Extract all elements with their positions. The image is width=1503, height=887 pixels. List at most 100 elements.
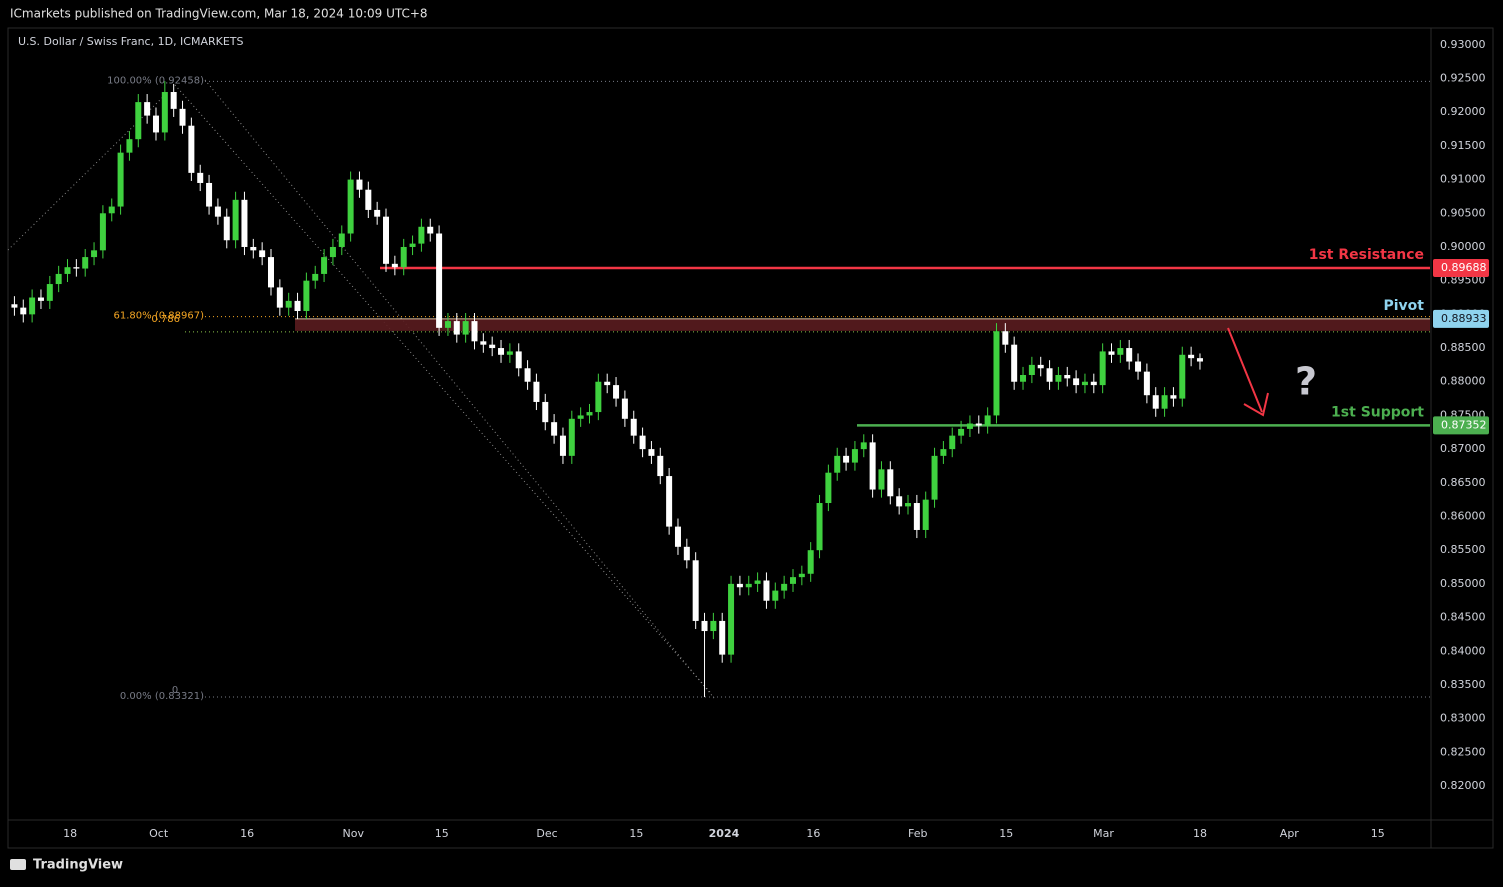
candle-body xyxy=(37,297,44,301)
candle-body xyxy=(905,503,912,507)
fib-label: 61.80% (0.88967) xyxy=(114,311,205,322)
candle-body xyxy=(745,583,752,588)
candle-body xyxy=(524,368,531,382)
candle-body xyxy=(701,620,708,632)
candle-body xyxy=(365,189,372,210)
candle-body xyxy=(1081,381,1088,386)
trend-line xyxy=(204,79,715,699)
price-badge xyxy=(1433,259,1489,278)
candle-body xyxy=(400,246,407,268)
price-badge xyxy=(1433,309,1489,328)
candle-body xyxy=(285,300,292,308)
candle-body xyxy=(11,304,18,308)
candle-body xyxy=(657,455,664,477)
candle-body xyxy=(568,418,575,456)
trend-line xyxy=(7,94,166,251)
x-tick-label: 18 xyxy=(63,827,77,840)
candle-body xyxy=(1179,354,1186,399)
candle-body xyxy=(383,216,390,264)
candle-body xyxy=(453,321,460,335)
y-tick-label: 0.82500 xyxy=(1440,745,1486,758)
candle-body xyxy=(1152,395,1159,409)
y-tick-label: 0.86500 xyxy=(1440,476,1486,489)
candle-body xyxy=(462,321,469,335)
candle-body xyxy=(374,209,381,217)
candle-body xyxy=(807,550,814,574)
fib-label: 0.00% (0.83321) xyxy=(120,691,204,702)
candle-body xyxy=(82,257,89,269)
x-tick-label: Mar xyxy=(1093,827,1114,840)
candle-body xyxy=(506,351,513,355)
y-tick-label: 0.93000 xyxy=(1440,38,1486,51)
candle-body xyxy=(692,560,699,621)
candle-body xyxy=(896,496,903,507)
candle-body xyxy=(1161,395,1168,409)
y-tick-label: 0.92000 xyxy=(1440,105,1486,118)
candle-body xyxy=(789,577,796,584)
candle-body xyxy=(179,108,186,126)
candle-body xyxy=(99,213,106,251)
frame xyxy=(7,27,1494,849)
candle-body xyxy=(188,125,195,173)
candle-body xyxy=(604,381,611,386)
candle-body xyxy=(772,590,779,601)
candle-body xyxy=(418,226,425,244)
x-tick-label: 16 xyxy=(240,827,254,840)
x-tick-label: 15 xyxy=(435,827,449,840)
candle-body xyxy=(152,115,159,133)
candle-body xyxy=(1099,351,1106,386)
candle-body xyxy=(515,351,522,369)
candle-body xyxy=(73,267,80,269)
y-tick-label: 0.91000 xyxy=(1440,173,1486,186)
candle-body xyxy=(321,257,328,274)
x-tick-label: Feb xyxy=(908,827,927,840)
candle-body xyxy=(276,287,283,308)
candle-body xyxy=(471,321,478,342)
candle-body xyxy=(728,583,735,655)
y-tick-label: 0.86000 xyxy=(1440,509,1486,522)
candle-body xyxy=(683,546,690,561)
candle-body xyxy=(1135,361,1142,372)
candle-body xyxy=(294,300,301,311)
candle-body xyxy=(763,580,770,601)
candle-body xyxy=(577,415,584,419)
candle-body xyxy=(719,620,726,655)
candle-body xyxy=(993,331,1000,416)
candle-body xyxy=(843,455,850,463)
candle-body xyxy=(559,435,566,456)
fib-label: 0.786 xyxy=(151,314,180,325)
candle-body xyxy=(1046,368,1053,382)
y-tick-label: 0.88500 xyxy=(1440,341,1486,354)
candle-body xyxy=(1020,375,1027,382)
candle-body xyxy=(1143,371,1150,396)
candle-body xyxy=(736,583,743,588)
level-name: Pivot xyxy=(1384,298,1425,314)
candle-body xyxy=(444,321,451,328)
candle-body xyxy=(498,348,505,355)
candle-body xyxy=(259,250,266,258)
candle-body xyxy=(64,267,71,274)
candle-body xyxy=(860,442,867,450)
candle-body xyxy=(480,341,487,345)
candle-body xyxy=(489,344,496,349)
x-tick-label: Oct xyxy=(149,827,169,840)
candle-body xyxy=(135,102,142,140)
candle-body xyxy=(630,418,637,436)
candle-body xyxy=(1126,348,1133,362)
publisher: ICmarkets published on TradingView.com, … xyxy=(10,7,428,21)
y-tick-label: 0.83000 xyxy=(1440,712,1486,725)
arrow xyxy=(1227,327,1263,413)
fib-label: 100.00% (0.92458) xyxy=(107,75,204,86)
plot: 0.93000 0.92500 0.92000 0.91500 0.91000 0.905… xyxy=(11,38,1489,840)
candle-body xyxy=(639,435,646,450)
candle-body xyxy=(798,573,805,578)
candle-body xyxy=(214,206,221,217)
candle-body xyxy=(1073,378,1080,386)
y-tick-label: 0.84500 xyxy=(1440,611,1486,624)
y-tick-label: 0.88000 xyxy=(1440,375,1486,388)
candle-body xyxy=(1188,354,1195,359)
candle-body xyxy=(1108,351,1115,355)
trend-line xyxy=(174,84,711,693)
candle-body xyxy=(312,273,319,281)
